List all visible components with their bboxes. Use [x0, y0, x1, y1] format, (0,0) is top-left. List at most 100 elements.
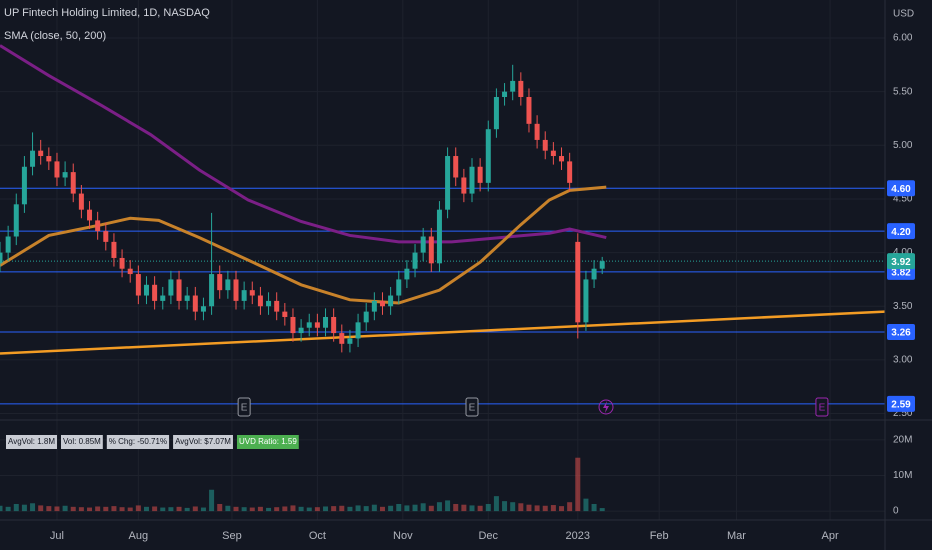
volume-bar [485, 503, 491, 512]
volume-bar [78, 507, 84, 512]
y-tick-label: 5.50 [893, 86, 913, 97]
candle-body [200, 306, 206, 312]
volume-bar [412, 504, 418, 512]
indicator-value: % Chg: -50.71% [109, 437, 167, 446]
event-label: E [241, 403, 248, 414]
candle-body [323, 316, 329, 328]
candle-body [404, 268, 410, 280]
indicator-value: Vol: 0.85M [63, 437, 101, 446]
volume-bar [314, 507, 320, 512]
volume-bar [135, 505, 141, 512]
candle-body [412, 252, 418, 269]
candle-body [13, 204, 19, 237]
volume-bar [257, 506, 263, 512]
x-tick-label: Feb [650, 530, 669, 542]
candle-body [436, 209, 442, 264]
plot [0, 44, 886, 512]
volume-bar [225, 505, 231, 512]
candle-body [453, 156, 459, 178]
event-box [465, 397, 479, 417]
volume-bar [493, 496, 499, 512]
candle-body [428, 236, 434, 264]
candle-body [160, 295, 166, 301]
last-price-box [887, 253, 915, 270]
volume-bar [396, 503, 402, 512]
currency: USD [893, 9, 914, 20]
volume-bar [502, 501, 508, 512]
volume-bar [62, 505, 68, 512]
volume-bar [200, 507, 206, 512]
candle-body [550, 150, 556, 157]
volume-bar [461, 504, 467, 512]
volume-bar [575, 457, 581, 512]
y-tick-label: 2.50 [893, 408, 913, 419]
y-tick-label: 4.00 [893, 247, 913, 258]
indicator-title: SMA (close, 50, 200) [4, 30, 106, 42]
candle-body [241, 290, 247, 301]
volume-bar [599, 508, 605, 512]
candle-body [233, 279, 239, 301]
volume-bar [559, 506, 565, 512]
candle-body [485, 129, 491, 183]
volume-bar [70, 506, 76, 512]
candle-body [176, 279, 182, 301]
volume-bar [404, 505, 410, 512]
level-label-box [887, 180, 915, 197]
volume-bar [298, 506, 304, 512]
candle-body [339, 333, 345, 344]
volume-bar [38, 505, 44, 512]
volume-bar [567, 502, 573, 512]
x-tick-label: 2023 [566, 530, 590, 542]
y-tick-label: 6.00 [893, 33, 913, 44]
sma50-line [0, 185, 607, 305]
volume-bar [355, 505, 361, 512]
candle-body [168, 279, 174, 296]
volume-bar [445, 500, 451, 512]
y-tick-label: 3.50 [893, 301, 913, 312]
candle-body [127, 268, 133, 275]
candle-body [46, 156, 52, 162]
candle-body [542, 139, 548, 151]
indicator-box [106, 435, 170, 449]
volume-tick-label: 0 [893, 506, 899, 517]
volume-bar [282, 506, 288, 512]
candle-body [298, 327, 304, 334]
volume-bar [453, 503, 459, 512]
candle-body [257, 295, 263, 307]
level-label: 3.82 [891, 268, 911, 279]
volume-bar [542, 505, 548, 512]
volume-bar [192, 506, 198, 512]
volume-bar [526, 504, 532, 512]
indicator-box [61, 435, 103, 449]
volume-bar [379, 506, 385, 512]
candle-body [420, 236, 426, 253]
chart-title: UP Fintech Holding Limited, 1D, NASDAQ [4, 7, 210, 19]
candle-body [388, 295, 394, 307]
level-label: 2.59 [891, 400, 911, 411]
volume-bar [583, 498, 589, 512]
y-tick-label: 5.00 [893, 140, 913, 151]
indicator-value: AvgVol: $7.07M [175, 437, 231, 446]
indicator-value: UVD Ratio: 1.59 [239, 437, 297, 446]
indicator-value: AvgVol: 1.8M [8, 437, 55, 446]
event-label: E [469, 403, 476, 414]
volume-bar [306, 507, 312, 512]
volume-bar [290, 505, 296, 512]
candle-body [396, 279, 402, 296]
candle-body [306, 322, 312, 328]
volume-bar [469, 505, 475, 512]
volume-bar [323, 506, 329, 512]
candle-body [152, 284, 158, 301]
volume-bar [363, 506, 369, 512]
volume-tick-label: 20M [893, 435, 912, 446]
candle-body [62, 172, 68, 178]
event-box [237, 397, 251, 417]
candle-body [217, 274, 223, 291]
volume-bar [176, 506, 182, 512]
volume-bar [420, 503, 426, 512]
candle-body [314, 322, 320, 328]
level-label: 4.60 [891, 184, 911, 195]
volume-bar [184, 507, 190, 512]
candle-body [591, 268, 597, 280]
